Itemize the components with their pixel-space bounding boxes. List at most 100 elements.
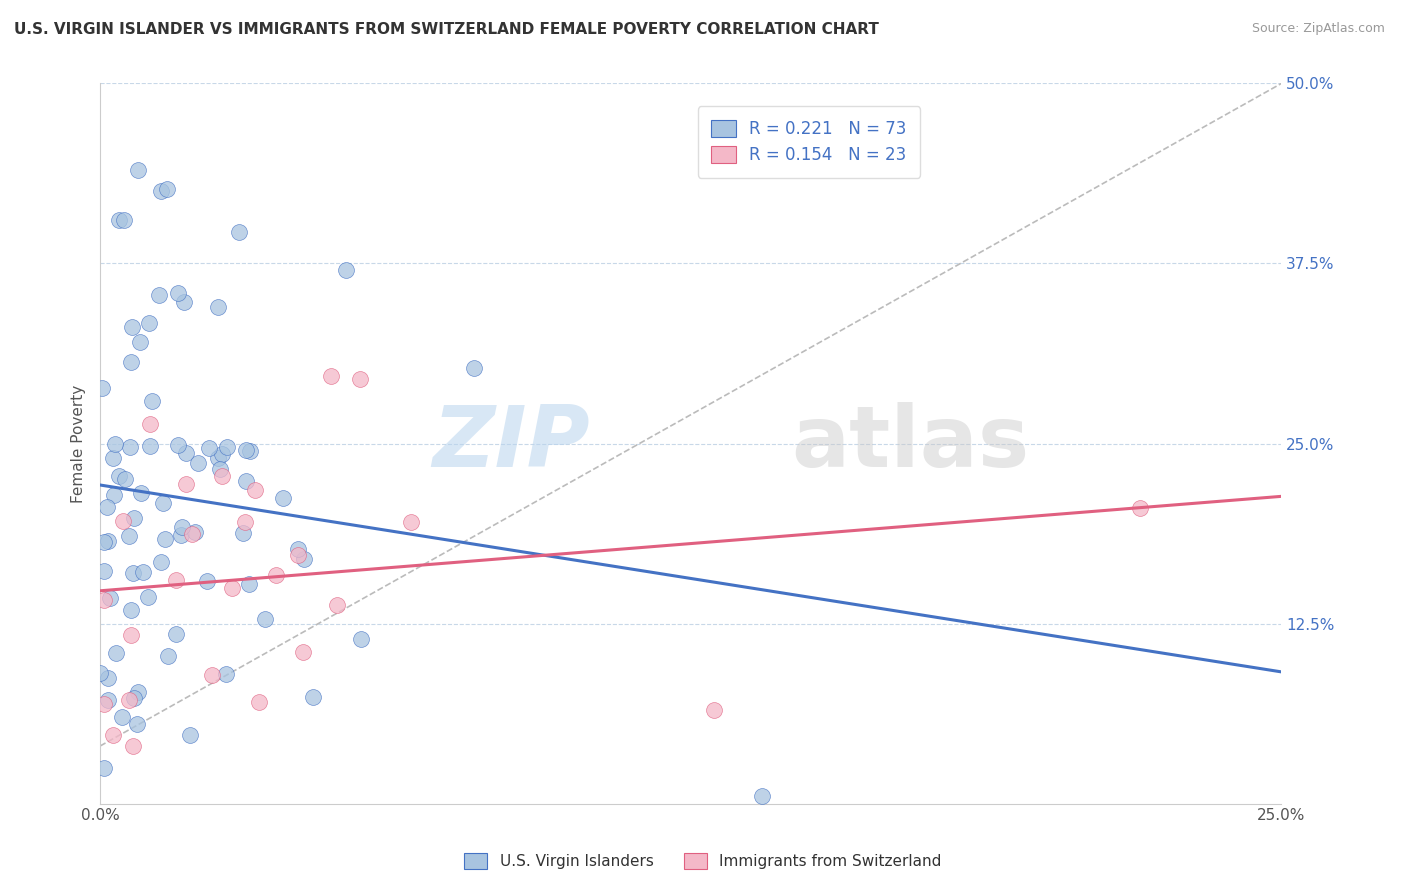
Point — [125, 717, 148, 731]
Point — [100, 591, 122, 606]
Point — [120, 603, 142, 617]
Point — [117, 693, 139, 707]
Text: ZIP: ZIP — [433, 402, 591, 485]
Point — [108, 468, 131, 483]
Point — [112, 213, 135, 227]
Point — [350, 632, 373, 646]
Point — [232, 525, 254, 540]
Point — [207, 300, 229, 314]
Point — [271, 491, 294, 505]
Point — [150, 184, 173, 198]
Point — [104, 646, 127, 660]
Point — [101, 450, 124, 465]
Point — [108, 213, 131, 227]
Point — [214, 667, 236, 681]
Point — [247, 695, 270, 709]
Point — [239, 443, 262, 458]
Point — [93, 593, 115, 607]
Point — [201, 667, 224, 681]
Point — [93, 698, 115, 712]
Point — [179, 728, 201, 742]
Text: Source: ZipAtlas.com: Source: ZipAtlas.com — [1251, 22, 1385, 36]
Point — [181, 527, 204, 541]
Point — [97, 671, 120, 685]
Point — [463, 361, 485, 376]
Point — [118, 529, 141, 543]
Point — [264, 567, 287, 582]
Point — [291, 645, 314, 659]
Point — [90, 381, 112, 395]
Legend: U.S. Virgin Islanders, Immigrants from Switzerland: U.S. Virgin Islanders, Immigrants from S… — [458, 847, 948, 875]
Point — [198, 442, 221, 456]
Text: U.S. VIRGIN ISLANDER VS IMMIGRANTS FROM SWITZERLAND FEMALE POVERTY CORRELATION C: U.S. VIRGIN ISLANDER VS IMMIGRANTS FROM … — [14, 22, 879, 37]
Point — [118, 440, 141, 454]
Point — [399, 515, 422, 529]
Point — [104, 437, 127, 451]
Point — [122, 739, 145, 753]
Point — [121, 319, 143, 334]
Point — [228, 225, 250, 239]
Point — [221, 582, 243, 596]
Point — [292, 552, 315, 566]
Point — [238, 577, 260, 591]
Point — [93, 535, 115, 549]
Point — [751, 789, 773, 804]
Point — [165, 574, 187, 588]
Point — [121, 566, 143, 580]
Point — [138, 417, 160, 431]
Point — [131, 485, 153, 500]
Point — [128, 335, 150, 350]
Point — [208, 462, 231, 476]
Point — [170, 520, 193, 534]
Point — [153, 532, 176, 546]
Point — [89, 665, 111, 680]
Point — [184, 525, 207, 540]
Point — [156, 648, 179, 663]
Point — [93, 761, 115, 775]
Point — [127, 162, 149, 177]
Point — [195, 574, 218, 588]
Point — [96, 500, 118, 514]
Point — [254, 612, 277, 626]
Point — [111, 710, 134, 724]
Point — [187, 456, 209, 470]
Point — [349, 372, 371, 386]
Point — [301, 690, 323, 704]
Point — [101, 727, 124, 741]
Point — [150, 555, 173, 569]
Point — [122, 511, 145, 525]
Point — [114, 472, 136, 486]
Point — [97, 693, 120, 707]
Point — [93, 565, 115, 579]
Point — [152, 496, 174, 510]
Point — [319, 368, 342, 383]
Point — [141, 393, 163, 408]
Point — [120, 355, 142, 369]
Point — [138, 316, 160, 330]
Point — [233, 515, 256, 529]
Point — [173, 295, 195, 310]
Point — [97, 533, 120, 548]
Point — [215, 440, 238, 454]
Point — [245, 483, 267, 497]
Point — [170, 528, 193, 542]
Point — [103, 488, 125, 502]
Point — [131, 565, 153, 579]
Point — [120, 628, 142, 642]
Point — [335, 263, 357, 277]
Point — [287, 548, 309, 562]
Point — [124, 691, 146, 706]
Point — [207, 451, 229, 466]
Text: atlas: atlas — [792, 402, 1029, 485]
Point — [174, 446, 197, 460]
Point — [136, 591, 159, 605]
Point — [703, 703, 725, 717]
Point — [235, 443, 257, 458]
Point — [138, 440, 160, 454]
Point — [287, 542, 309, 557]
Legend: R = 0.221   N = 73, R = 0.154   N = 23: R = 0.221 N = 73, R = 0.154 N = 23 — [697, 106, 920, 178]
Point — [167, 437, 190, 451]
Point — [211, 447, 233, 461]
Point — [111, 514, 134, 528]
Y-axis label: Female Poverty: Female Poverty — [72, 384, 86, 503]
